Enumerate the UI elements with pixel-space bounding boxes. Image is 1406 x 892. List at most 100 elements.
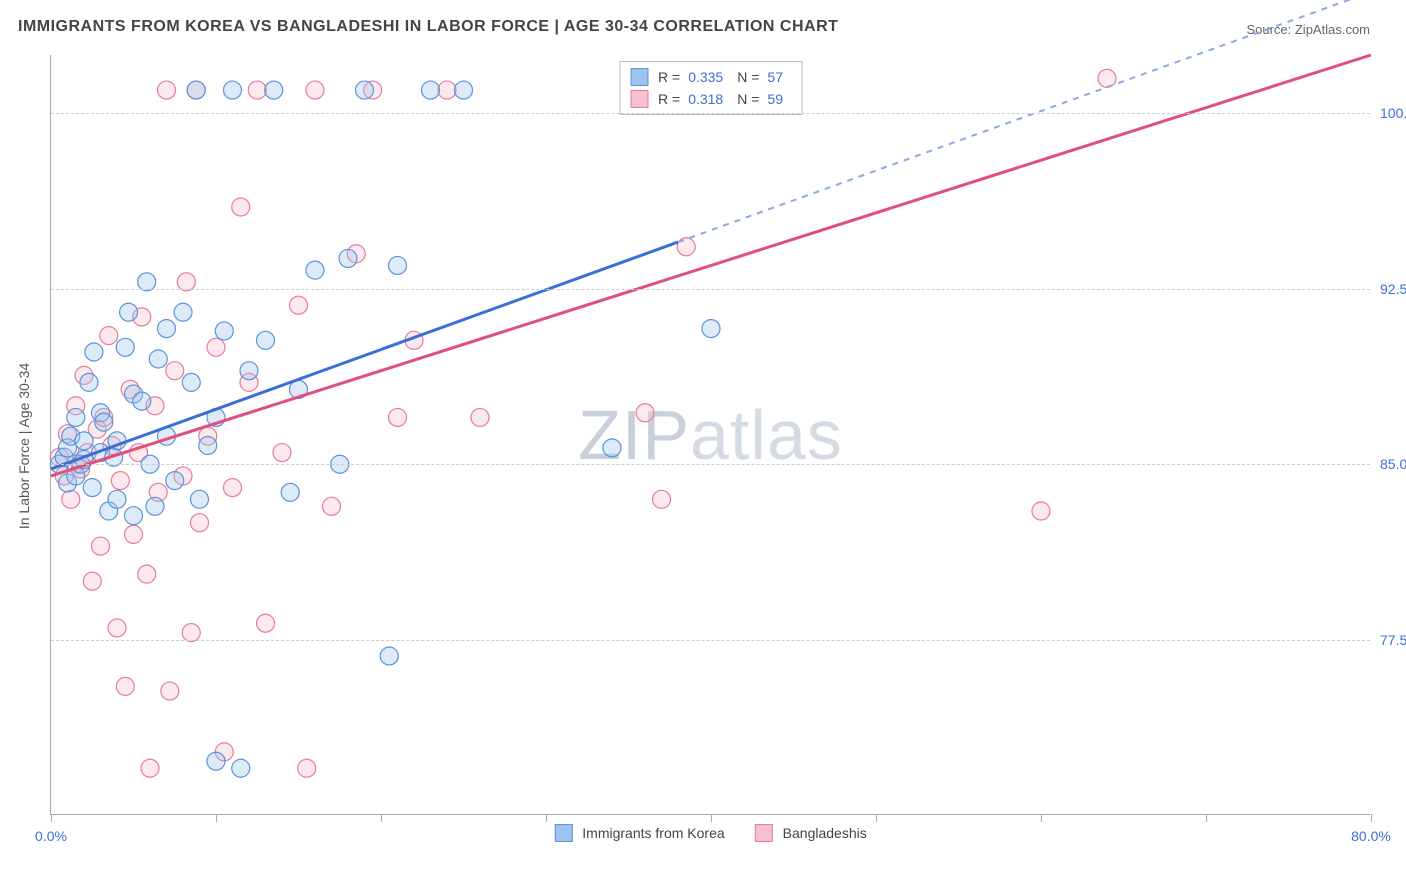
scatter-point [120, 303, 138, 321]
scatter-point [306, 81, 324, 99]
scatter-point [141, 759, 159, 777]
scatter-point [290, 296, 308, 314]
scatter-point [158, 320, 176, 338]
legend-swatch [554, 824, 572, 842]
x-tick [1371, 814, 1372, 822]
scatter-point [232, 198, 250, 216]
x-tick [216, 814, 217, 822]
legend-r-label: R = [658, 91, 680, 107]
legend-r-label: R = [658, 69, 680, 85]
stats-legend-row: R =0.335N =57 [630, 66, 791, 88]
y-tick-label: 85.0% [1374, 456, 1406, 472]
scatter-point [125, 525, 143, 543]
scatter-point [636, 404, 654, 422]
legend-swatch [630, 68, 648, 86]
scatter-point [100, 327, 118, 345]
scatter-point [232, 759, 250, 777]
scatter-point [166, 362, 184, 380]
scatter-point [161, 682, 179, 700]
scatter-point [207, 752, 225, 770]
scatter-point [224, 81, 242, 99]
scatter-point [281, 483, 299, 501]
y-axis-label: In Labor Force | Age 30-34 [16, 363, 32, 529]
x-tick-label: 80.0% [1351, 828, 1391, 844]
plot-area: ZIPatlas R =0.335N =57R =0.318N =59 Immi… [50, 55, 1370, 815]
series-legend-item: Bangladeshis [755, 824, 867, 842]
scatter-point [80, 373, 98, 391]
scatter-point [356, 81, 374, 99]
x-tick [1206, 814, 1207, 822]
y-tick-label: 92.5% [1374, 281, 1406, 297]
scatter-point [389, 408, 407, 426]
scatter-point [182, 373, 200, 391]
scatter-point [116, 338, 134, 356]
scatter-point [265, 81, 283, 99]
scatter-point [240, 362, 258, 380]
scatter-point [1098, 69, 1116, 87]
y-tick-label: 77.5% [1374, 632, 1406, 648]
scatter-point [158, 81, 176, 99]
scatter-point [1032, 502, 1050, 520]
scatter-point [257, 614, 275, 632]
series-legend-label: Bangladeshis [783, 825, 867, 841]
legend-n-value: 59 [767, 91, 783, 107]
scatter-point [83, 572, 101, 590]
scatter-point [603, 439, 621, 457]
scatter-point [67, 408, 85, 426]
scatter-point [191, 490, 209, 508]
x-tick [51, 814, 52, 822]
scatter-point [146, 497, 164, 515]
x-tick [711, 814, 712, 822]
legend-r-value: 0.318 [688, 91, 723, 107]
x-tick [546, 814, 547, 822]
scatter-point [273, 444, 291, 462]
scatter-point [248, 81, 266, 99]
scatter-point [116, 677, 134, 695]
scatter-point [75, 432, 93, 450]
legend-n-label: N = [737, 69, 759, 85]
gridline-h [51, 289, 1370, 290]
scatter-point [215, 322, 233, 340]
legend-swatch [630, 90, 648, 108]
scatter-point [125, 507, 143, 525]
gridline-h [51, 113, 1370, 114]
scatter-point [438, 81, 456, 99]
legend-r-value: 0.335 [688, 69, 723, 85]
gridline-h [51, 464, 1370, 465]
scatter-point [85, 343, 103, 361]
scatter-point [207, 338, 225, 356]
legend-n-label: N = [737, 91, 759, 107]
scatter-point [653, 490, 671, 508]
scatter-point [380, 647, 398, 665]
scatter-point [306, 261, 324, 279]
scatter-point [339, 249, 357, 267]
scatter-point [108, 619, 126, 637]
chart-title: IMMIGRANTS FROM KOREA VS BANGLADESHI IN … [18, 18, 838, 36]
x-tick [381, 814, 382, 822]
x-tick [1041, 814, 1042, 822]
chart-svg [51, 55, 1370, 814]
scatter-point [83, 479, 101, 497]
scatter-point [149, 350, 167, 368]
scatter-point [702, 320, 720, 338]
y-tick-label: 100.0% [1374, 105, 1406, 121]
scatter-point [191, 514, 209, 532]
scatter-point [257, 331, 275, 349]
scatter-point [298, 759, 316, 777]
scatter-point [62, 490, 80, 508]
scatter-point [95, 413, 113, 431]
scatter-point [389, 256, 407, 274]
scatter-point [224, 479, 242, 497]
scatter-point [108, 490, 126, 508]
series-legend-label: Immigrants from Korea [582, 825, 724, 841]
scatter-point [455, 81, 473, 99]
gridline-h [51, 640, 1370, 641]
x-tick-label: 0.0% [35, 828, 67, 844]
scatter-point [174, 303, 192, 321]
scatter-point [92, 537, 110, 555]
scatter-point [471, 408, 489, 426]
x-tick [876, 814, 877, 822]
scatter-point [166, 472, 184, 490]
series-legend: Immigrants from Korea Bangladeshis [554, 824, 866, 842]
scatter-point [199, 437, 217, 455]
